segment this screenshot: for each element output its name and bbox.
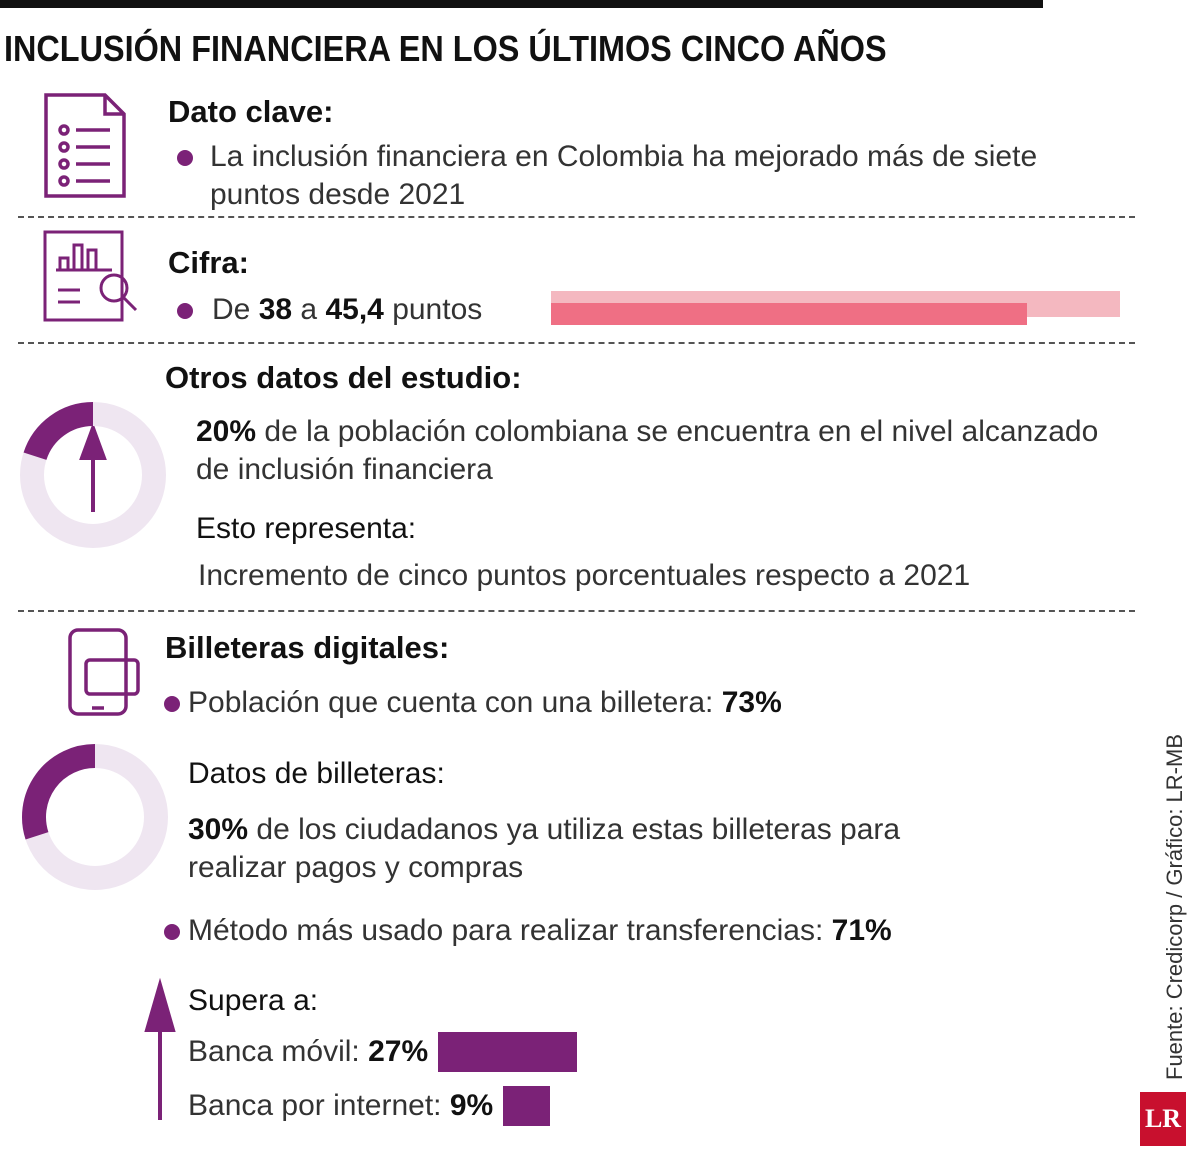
top-rule bbox=[0, 0, 1043, 8]
bar bbox=[438, 1032, 578, 1072]
text: La inclusión financiera en Colombia ha m… bbox=[210, 140, 1038, 211]
text: Población que cuenta con una billetera: bbox=[188, 686, 714, 719]
bullet bbox=[177, 303, 193, 319]
value: 27% bbox=[368, 1035, 429, 1068]
donut-segment bbox=[23, 402, 94, 461]
comparisons: Banca móvil: 27% Banca por internet: 9% bbox=[188, 1032, 578, 1140]
divider bbox=[18, 216, 1135, 218]
text: a bbox=[300, 293, 318, 326]
title: INCLUSIÓN FINANCIERA EN LOS ÚLTIMOS CINC… bbox=[4, 28, 887, 69]
text: puntos bbox=[392, 293, 483, 326]
heading: Dato clave: bbox=[168, 94, 334, 129]
bullet bbox=[177, 150, 193, 166]
heading: Esto representa: bbox=[196, 512, 417, 545]
source: Fuente: Credicorp / Gráfico: LR-MB bbox=[1162, 733, 1187, 1080]
comparison-row: Banca móvil: 27% bbox=[188, 1032, 578, 1072]
value: 20% bbox=[196, 415, 257, 448]
arrow-icon bbox=[79, 422, 107, 512]
cifra-text: De 38 a 45,4 puntos bbox=[212, 293, 482, 327]
text: Población que cuenta con una billetera: … bbox=[188, 686, 782, 720]
bar bbox=[503, 1086, 550, 1126]
heading: Billeteras digitales: bbox=[165, 630, 450, 665]
heading: Supera a: bbox=[188, 984, 319, 1017]
heading: Cifra: bbox=[168, 245, 249, 280]
label: Banca por internet: bbox=[188, 1089, 442, 1122]
text: Incremento de cinco puntos porcentuales … bbox=[198, 559, 971, 592]
comparison-row: Banca por internet: 9% bbox=[188, 1086, 577, 1126]
text: De bbox=[212, 293, 251, 326]
text: Método más usado para realizar transfere… bbox=[188, 914, 824, 947]
bullet bbox=[164, 924, 180, 940]
value: 45,4 bbox=[325, 293, 384, 326]
text: Método más usado para realizar transfere… bbox=[188, 914, 892, 948]
value: 38 bbox=[258, 293, 293, 326]
value: 9% bbox=[449, 1089, 494, 1122]
heading: Datos de billeteras: bbox=[188, 757, 445, 790]
text: Banca por internet: 9% bbox=[188, 1089, 493, 1123]
bullet bbox=[164, 696, 180, 712]
divider bbox=[18, 342, 1135, 344]
text: de la población colombiana se encuentra … bbox=[196, 415, 1099, 486]
heading: Otros datos del estudio: bbox=[165, 360, 522, 395]
arrow-icon bbox=[144, 977, 176, 1120]
text: Banca móvil: 27% bbox=[188, 1035, 428, 1069]
bar bbox=[551, 303, 1028, 325]
value: 71% bbox=[831, 914, 892, 947]
chart-icon bbox=[43, 230, 138, 322]
divider bbox=[18, 610, 1135, 612]
value: 30% bbox=[188, 813, 249, 846]
value: 73% bbox=[721, 686, 782, 719]
donut-segment bbox=[22, 744, 96, 840]
logo: LR bbox=[1140, 1092, 1186, 1146]
text: de los ciudadanos ya utiliza estas bille… bbox=[188, 813, 901, 884]
document-icon bbox=[44, 93, 126, 198]
label: Banca móvil: bbox=[188, 1035, 360, 1068]
text: 30% de los ciudadanos ya utiliza estas b… bbox=[188, 811, 968, 887]
text: 20% de la población colombiana se encuen… bbox=[196, 413, 1126, 489]
phone-icon bbox=[68, 628, 140, 716]
